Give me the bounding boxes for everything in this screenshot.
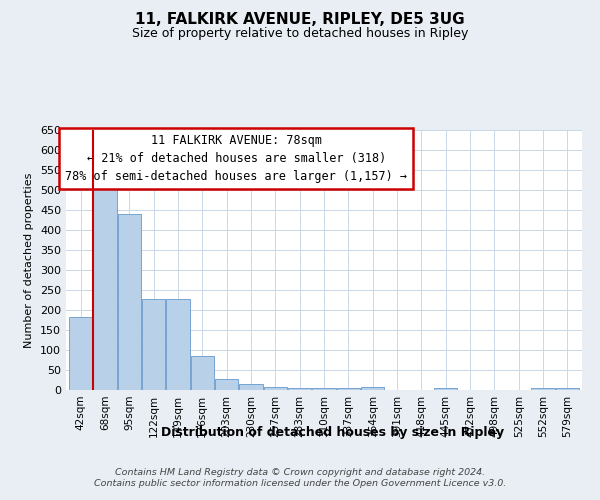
Y-axis label: Number of detached properties: Number of detached properties (25, 172, 34, 348)
Text: Contains public sector information licensed under the Open Government Licence v3: Contains public sector information licen… (94, 480, 506, 488)
Bar (337, 388, 360, 390)
Bar (69, 317, 92, 390)
Bar (239, 384, 263, 390)
Bar (215, 379, 238, 390)
Bar (264, 387, 287, 390)
Text: 11, FALKIRK AVENUE, RIPLEY, DE5 3UG: 11, FALKIRK AVENUE, RIPLEY, DE5 3UG (135, 12, 465, 28)
Text: 11 FALKIRK AVENUE: 78sqm
← 21% of detached houses are smaller (318)
78% of semi-: 11 FALKIRK AVENUE: 78sqm ← 21% of detach… (65, 134, 407, 183)
Text: Contains HM Land Registry data © Crown copyright and database right 2024.: Contains HM Land Registry data © Crown c… (115, 468, 485, 477)
Bar (434, 388, 457, 390)
Bar (556, 388, 579, 390)
Bar (94, 186, 116, 390)
Bar (313, 388, 335, 390)
Bar (118, 214, 141, 390)
Text: Size of property relative to detached houses in Ripley: Size of property relative to detached ho… (132, 28, 468, 40)
Bar (288, 388, 311, 390)
Bar (361, 387, 384, 390)
Bar (142, 299, 165, 390)
Bar (166, 299, 190, 390)
Text: Distribution of detached houses by size in Ripley: Distribution of detached houses by size … (161, 426, 505, 439)
Bar (191, 356, 214, 390)
Bar (532, 388, 554, 390)
